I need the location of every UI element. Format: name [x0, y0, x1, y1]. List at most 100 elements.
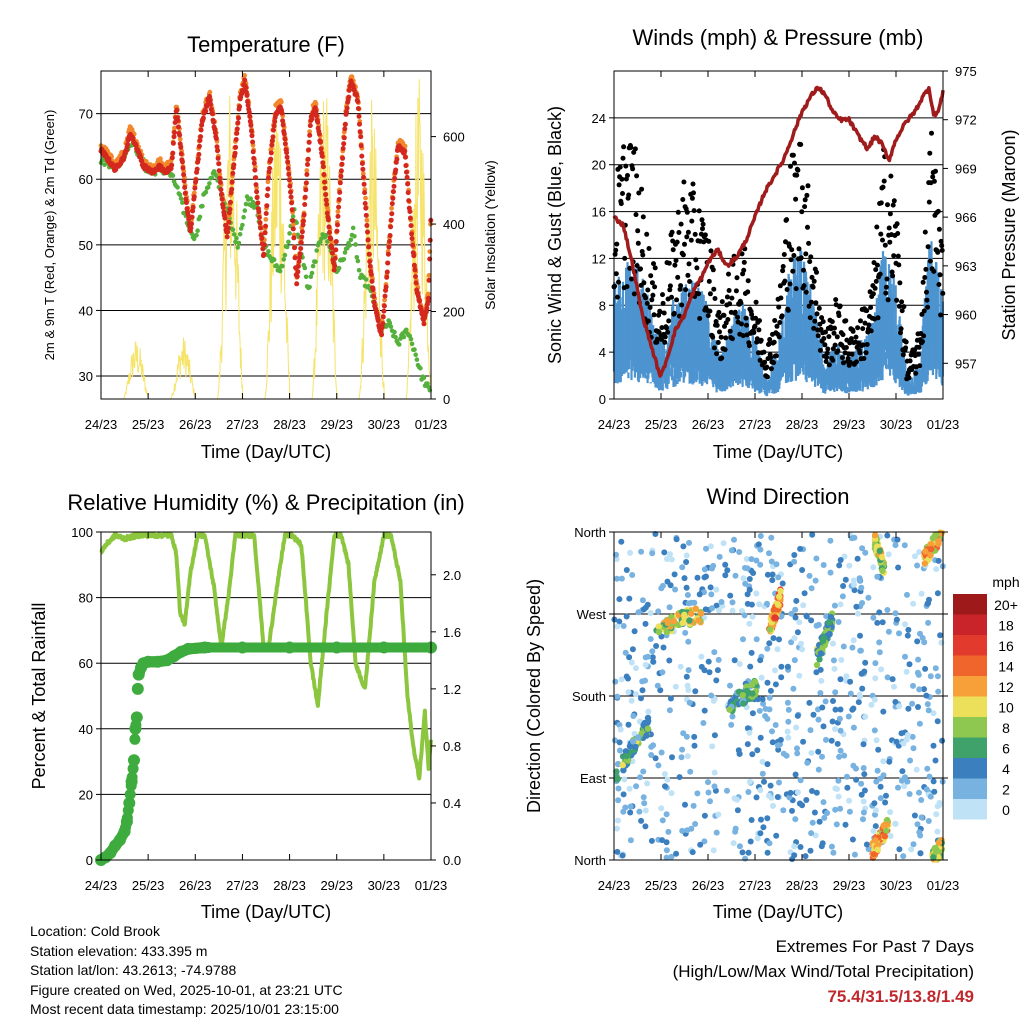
direction-point [666, 657, 673, 664]
temp-2m-point [365, 229, 370, 235]
direction-point [778, 663, 785, 670]
direction-point [683, 559, 690, 565]
direction-point [900, 853, 907, 860]
direction-point [939, 737, 946, 744]
direction-point [791, 843, 798, 850]
gust-point [780, 268, 786, 274]
gust-point [708, 248, 714, 254]
temp-2m-point [271, 127, 276, 133]
direction-point [884, 674, 891, 681]
direction-point [880, 772, 887, 779]
direction-point [769, 577, 776, 584]
direction-point [900, 740, 907, 747]
gust-point [796, 246, 802, 252]
gust-point [735, 314, 740, 320]
gust-point [864, 342, 870, 347]
direction-point [777, 736, 784, 743]
temp-9m-point [290, 222, 296, 228]
precip-data-point [283, 641, 296, 654]
direction-cluster-point [688, 610, 695, 617]
direction-point [664, 776, 671, 783]
gust-point [688, 237, 694, 243]
direction-point [711, 769, 718, 776]
direction-point [768, 558, 775, 565]
temp-2m-point [230, 170, 236, 176]
direction-point [785, 734, 792, 741]
x-tick-label: 24/23 [85, 878, 118, 893]
gust-point [878, 231, 884, 237]
direction-point [887, 809, 894, 816]
direction-point [639, 678, 646, 685]
temp-2m-point [407, 209, 413, 214]
direction-point [837, 747, 844, 754]
gust-point [916, 344, 922, 350]
direction-point [713, 677, 720, 684]
temp-2m-point [285, 165, 291, 171]
temp-2m-point [288, 189, 293, 195]
temp-2m-point [298, 246, 304, 251]
direction-point [809, 531, 816, 538]
direction-point [837, 706, 844, 713]
direction-point [860, 809, 867, 816]
direction-point [840, 643, 847, 650]
direction-point [827, 569, 834, 576]
direction-point [647, 636, 654, 642]
direction-point [663, 847, 670, 854]
temp-2m-point [370, 287, 376, 293]
temp-2m-point [263, 211, 269, 216]
direction-point [822, 698, 829, 705]
gust-point [936, 226, 942, 232]
dewpoint-point [356, 267, 362, 273]
direction-point [792, 816, 799, 823]
direction-point [835, 619, 842, 625]
direction-point [887, 833, 894, 839]
temp-2m-point [175, 118, 181, 123]
direction-cluster-point [613, 774, 621, 781]
temp-2m-point [363, 212, 369, 218]
temp-2m-point [312, 105, 318, 111]
direction-point [925, 818, 932, 824]
temp-2m-point [189, 214, 195, 220]
direction-point [710, 847, 717, 854]
gust-point [689, 195, 695, 201]
temp-2m-point [313, 109, 319, 114]
temp-2m-point [211, 119, 217, 125]
temp-2m-point [218, 187, 224, 193]
direction-point [683, 584, 690, 591]
temp-2m-point [213, 136, 219, 142]
gust-point [667, 287, 673, 293]
direction-point [862, 549, 869, 556]
y-tick-label: 100 [71, 525, 93, 540]
temp-2m-point [305, 156, 311, 162]
direction-point [847, 690, 854, 697]
direction-point [761, 778, 767, 785]
gust-point [863, 350, 869, 356]
gust-point [636, 190, 642, 196]
temp-2m-point [335, 222, 340, 228]
direction-point [707, 584, 714, 591]
direction-axes: 24/23 25/23 26/23 27/23 28/23 29/23 30/23 01/23… [572, 525, 959, 893]
direction-point [926, 773, 933, 780]
gust-point [806, 240, 812, 246]
temperature-data [98, 73, 434, 400]
dewpoint-point [281, 257, 287, 262]
temp-2m-point [235, 120, 241, 126]
direction-point [835, 777, 842, 784]
direction-point [753, 590, 760, 597]
gust-point [666, 260, 672, 266]
direction-point [858, 780, 865, 787]
temp-2m-point [384, 274, 390, 280]
direction-point [757, 561, 764, 568]
gust-point [857, 350, 863, 356]
direction-cluster-point [931, 844, 938, 852]
temp-2m-point [295, 269, 301, 275]
direction-cluster-point [644, 719, 651, 726]
gust-point [812, 318, 818, 324]
direction-point [931, 788, 938, 795]
gust-point [872, 285, 878, 291]
direction-point [655, 762, 662, 769]
direction-point [819, 753, 825, 760]
temp-2m-point [368, 271, 374, 277]
direction-point [740, 636, 746, 643]
direction-point [846, 808, 853, 815]
